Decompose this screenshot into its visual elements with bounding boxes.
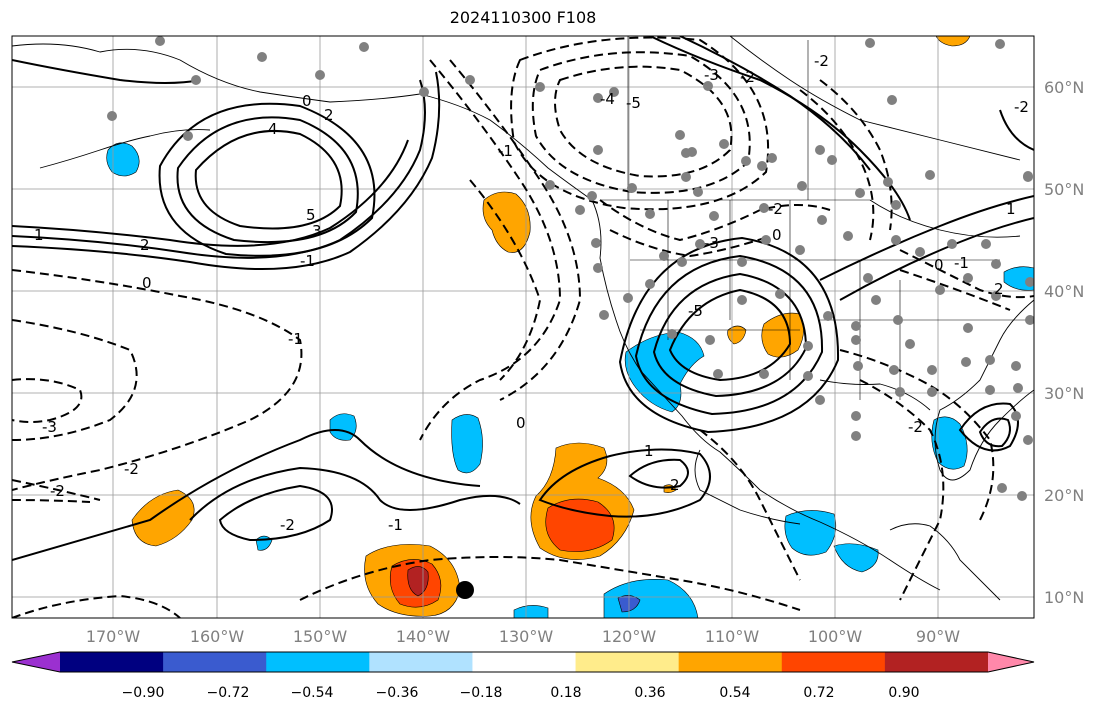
svg-text:0: 0 xyxy=(934,256,944,274)
svg-text:-3: -3 xyxy=(704,234,719,252)
fill-orange-sw xyxy=(131,489,195,547)
fill-orange-wcoast xyxy=(482,191,531,253)
svg-text:1: 1 xyxy=(1006,200,1016,218)
colorbar-tick: 0.54 xyxy=(719,685,750,701)
svg-text:-2: -2 xyxy=(50,482,65,500)
shaded-fields xyxy=(106,36,1034,618)
colorbar-tick: −0.36 xyxy=(376,685,419,701)
latitude-labels: 60°N 50°N 40°N 30°N 20°N 10°N xyxy=(1044,78,1084,607)
fill-orange-texas xyxy=(761,312,804,358)
colorbar-segment xyxy=(472,652,577,672)
fill-blue-alaska xyxy=(106,142,140,177)
svg-text:-1: -1 xyxy=(498,142,513,160)
svg-text:0: 0 xyxy=(142,274,152,292)
svg-text:5: 5 xyxy=(306,206,316,224)
colorbar-tick-labels: −0.90 −0.72 −0.54 −0.36 −0.18 0.18 0.36 … xyxy=(122,685,920,701)
colorbar-tick: −0.72 xyxy=(207,685,250,701)
svg-text:-5: -5 xyxy=(688,302,703,320)
colorbar-segment xyxy=(575,652,680,672)
colorbar xyxy=(11,651,1035,673)
svg-text:-2: -2 xyxy=(908,418,923,436)
svg-text:-2: -2 xyxy=(768,200,783,218)
svg-text:2: 2 xyxy=(994,280,1004,298)
lon-label: 120°W xyxy=(602,627,657,646)
storm-marker xyxy=(456,581,474,599)
svg-text:-3: -3 xyxy=(704,66,719,84)
svg-text:-1: -1 xyxy=(288,330,303,348)
lat-label: 50°N xyxy=(1044,180,1084,199)
lat-label: 30°N xyxy=(1044,384,1084,403)
svg-text:-2: -2 xyxy=(280,516,295,534)
colorbar-tick: 0.90 xyxy=(888,685,919,701)
colorbar-segment xyxy=(678,652,783,672)
fill-orange-top xyxy=(935,36,971,47)
svg-text:-1: -1 xyxy=(300,252,315,270)
lon-label: 160°W xyxy=(190,627,245,646)
lon-label: 170°W xyxy=(86,627,141,646)
svg-text:1: 1 xyxy=(644,442,654,460)
lat-label: 60°N xyxy=(1044,78,1084,97)
dashed-contours xyxy=(12,36,1034,618)
svg-text:-1: -1 xyxy=(954,254,969,272)
map-frame xyxy=(11,35,1035,619)
map-panel: 0 2 4 5 3 1 2 -1 0 -2 -3 -1 -2 -4 -5 -3 … xyxy=(12,36,1034,618)
lat-label: 40°N xyxy=(1044,282,1084,301)
fill-blue-cent xyxy=(784,510,837,556)
svg-text:4: 4 xyxy=(268,120,278,138)
svg-text:-2: -2 xyxy=(814,52,829,70)
svg-text:0: 0 xyxy=(516,414,526,432)
colorbar-extend-low xyxy=(12,652,60,672)
colorbar-tick: −0.18 xyxy=(460,685,503,701)
svg-text:-2: -2 xyxy=(1014,98,1029,116)
svg-text:0: 0 xyxy=(772,226,782,244)
lon-label: 150°W xyxy=(293,627,348,646)
svg-text:2: 2 xyxy=(324,106,334,124)
colorbar-tick: 0.18 xyxy=(550,685,581,701)
contour-labels: 0 2 4 5 3 1 2 -1 0 -2 -3 -1 -2 -4 -5 -3 … xyxy=(34,52,1029,534)
lat-label: 20°N xyxy=(1044,486,1084,505)
fill-blue-trop-s2 xyxy=(513,605,549,618)
svg-text:-3: -3 xyxy=(42,418,57,436)
fill-blue-sw1 xyxy=(329,413,357,441)
colorbar-extend-high xyxy=(988,652,1034,672)
svg-text:2: 2 xyxy=(670,476,680,494)
lon-label: 100°W xyxy=(808,627,863,646)
fill-red-mid xyxy=(545,498,615,552)
svg-text:-2: -2 xyxy=(124,460,139,478)
graticule xyxy=(12,36,1034,618)
colorbar-segment xyxy=(163,652,267,672)
svg-text:2: 2 xyxy=(140,236,150,254)
lon-label: 90°W xyxy=(916,627,960,646)
svg-text:-4: -4 xyxy=(600,90,615,108)
lon-label: 110°W xyxy=(705,627,760,646)
station-dots xyxy=(107,36,1034,501)
fill-blue-cent2 xyxy=(833,543,879,573)
svg-text:-5: -5 xyxy=(626,94,641,112)
longitude-labels: 170°W 160°W 150°W 140°W 130°W 120°W 110°… xyxy=(86,627,960,646)
svg-text:0: 0 xyxy=(302,92,312,110)
colorbar-segment xyxy=(60,652,164,672)
fill-blue-sw2 xyxy=(451,414,483,474)
lon-label: 130°W xyxy=(499,627,554,646)
colorbar-segment xyxy=(884,652,989,672)
colorbar-tick: −0.54 xyxy=(291,685,334,701)
colorbar-segment xyxy=(266,652,370,672)
svg-text:-2: -2 xyxy=(740,68,755,86)
map-title: 2024110300 F108 xyxy=(449,8,597,27)
colorbar-tick: 0.72 xyxy=(803,685,834,701)
svg-text:3: 3 xyxy=(312,222,322,240)
colorbar-outline xyxy=(11,651,1035,673)
lat-label: 10°N xyxy=(1044,588,1084,607)
lon-label: 140°W xyxy=(396,627,451,646)
colorbar-tick: −0.90 xyxy=(122,685,165,701)
colorbar-tick: 0.36 xyxy=(634,685,665,701)
svg-text:1: 1 xyxy=(34,226,44,244)
colorbar-segment xyxy=(781,652,886,672)
svg-text:-1: -1 xyxy=(388,516,403,534)
colorbar-segment xyxy=(369,652,473,672)
